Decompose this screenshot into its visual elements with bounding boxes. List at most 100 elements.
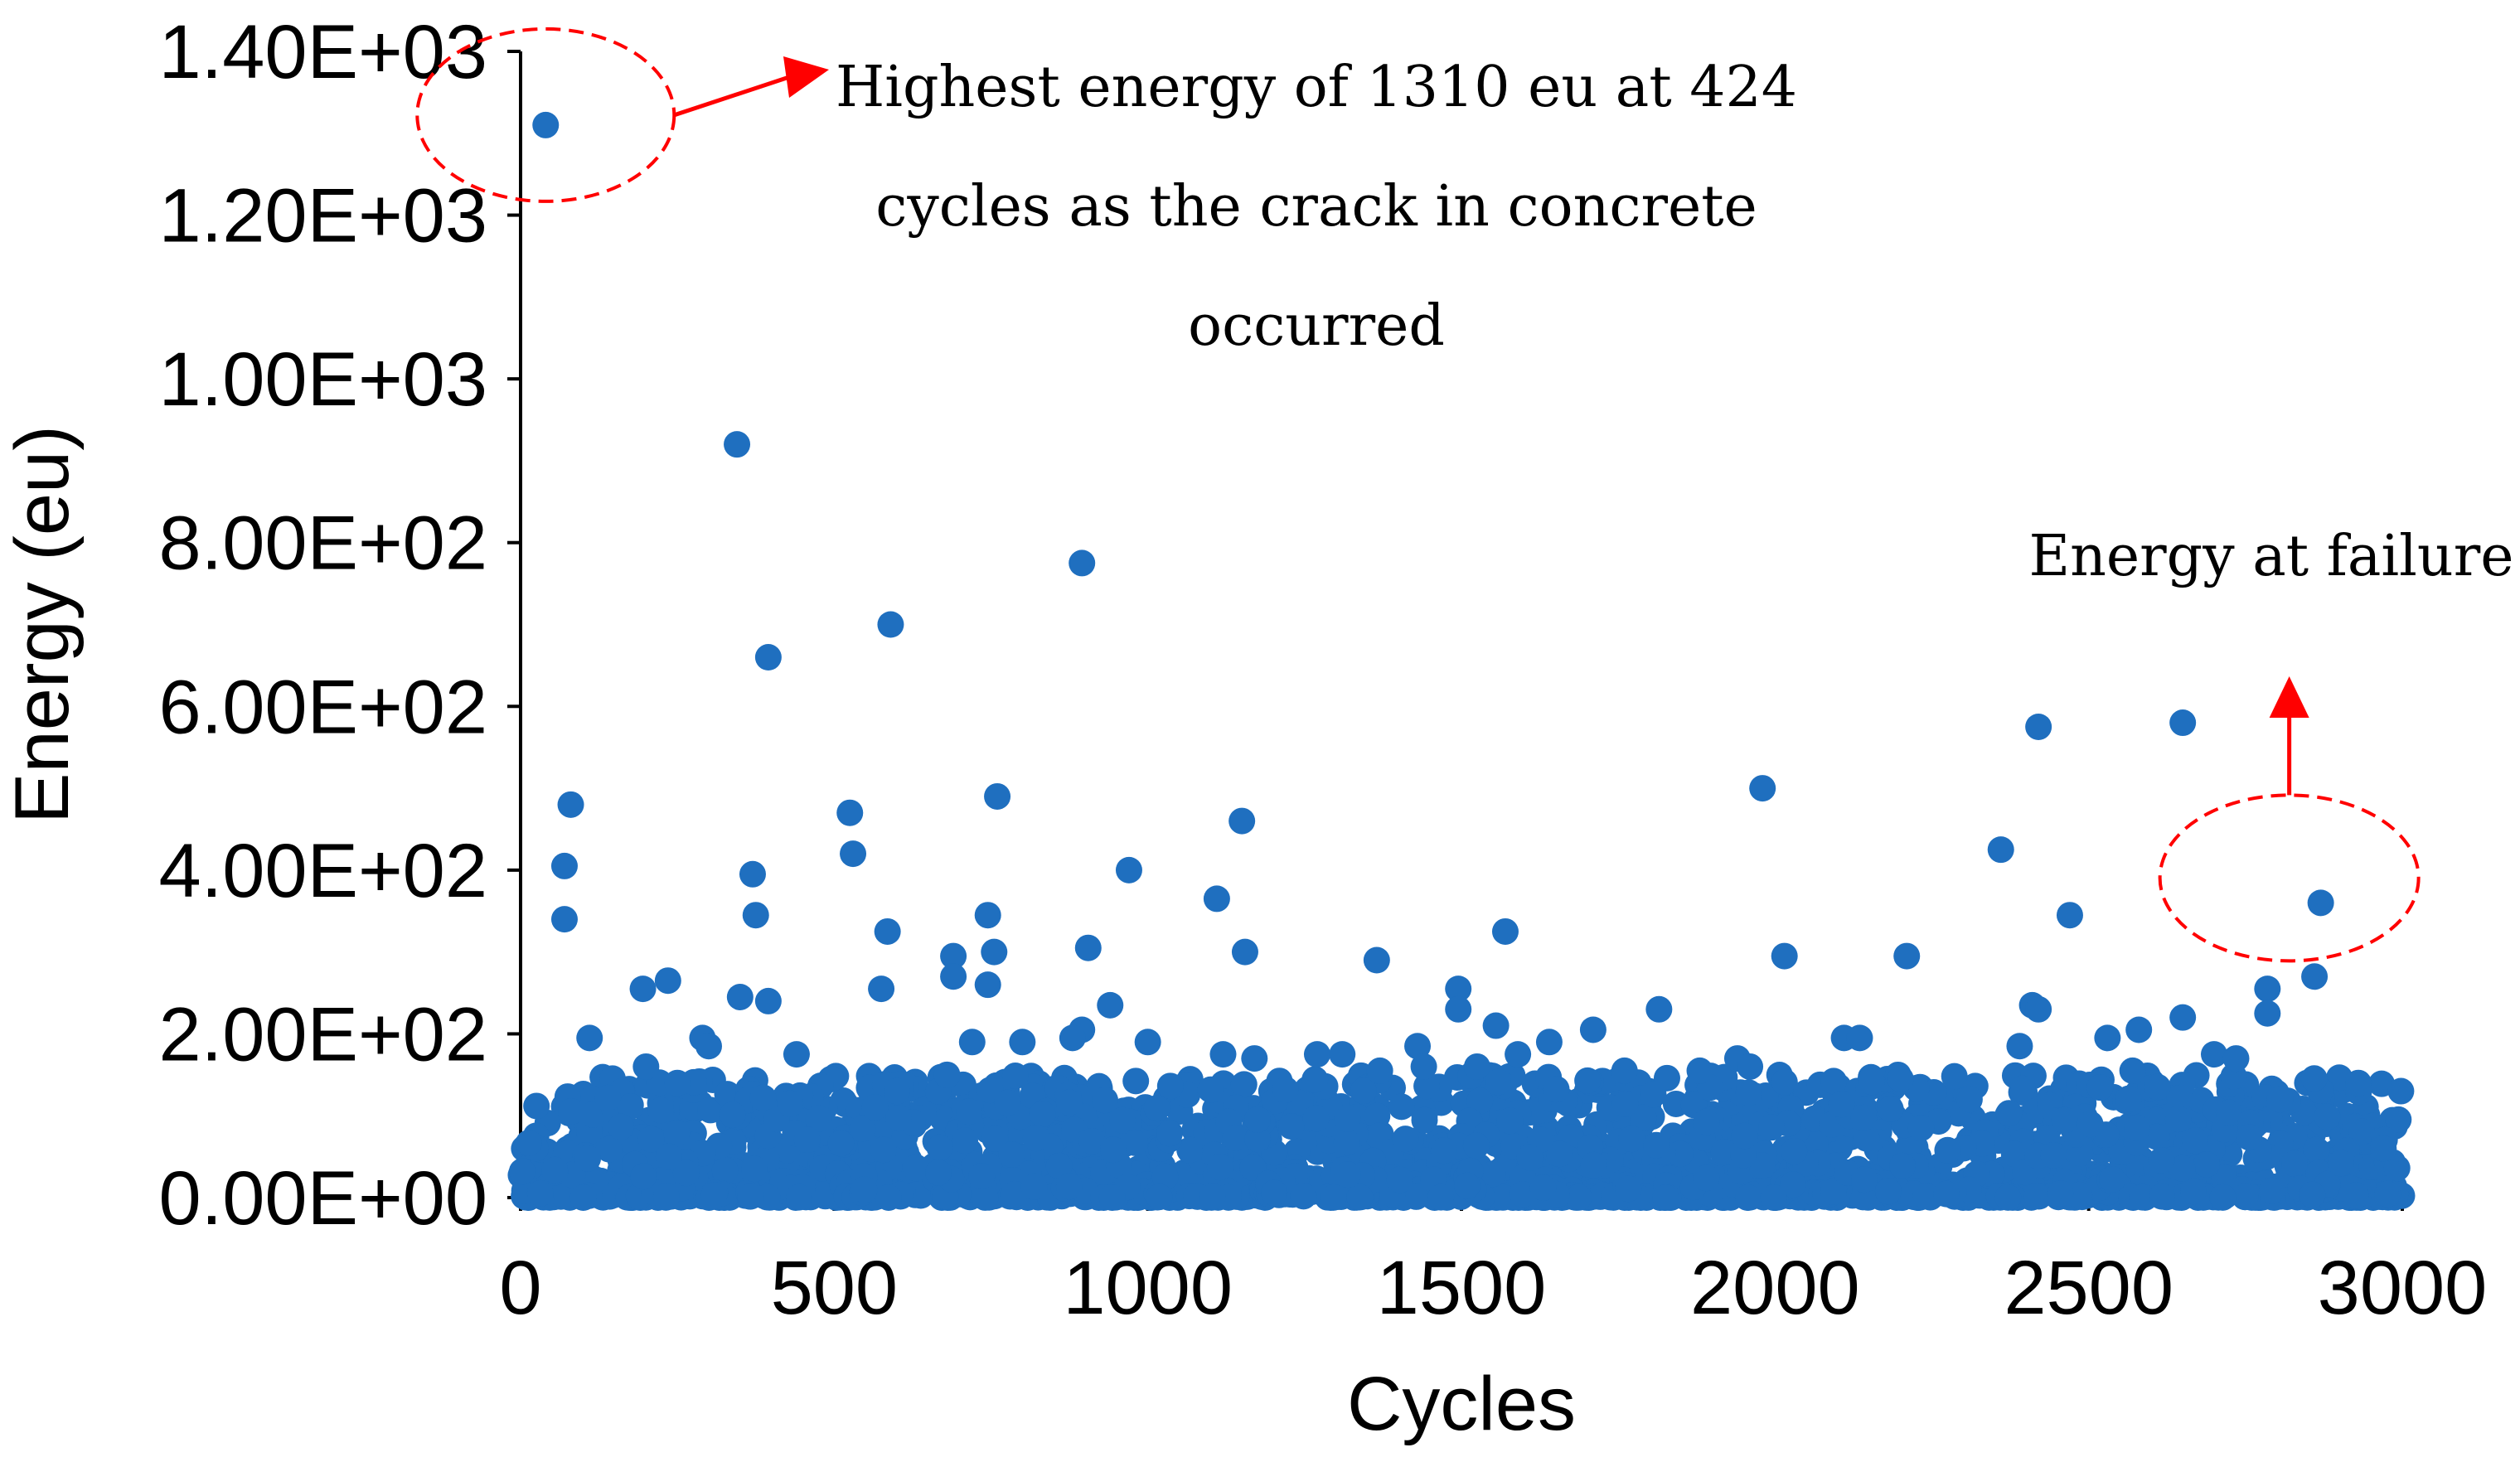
data-point	[739, 860, 766, 888]
data-point	[1115, 856, 1142, 883]
x-tick-label: 2500	[2004, 1246, 2174, 1330]
data-point-band	[1156, 1072, 1184, 1100]
annotations: Highest energy of 1310 eu at 424 cycles …	[415, 27, 2513, 963]
data-point-band	[1640, 1081, 1667, 1108]
data-point-band	[2166, 1084, 2193, 1111]
data-point-band	[785, 1184, 812, 1211]
data-point-band	[1853, 1125, 1880, 1152]
x-tick-label: 2000	[1690, 1246, 1860, 1330]
data-point-band	[1877, 1095, 1904, 1122]
data-point-band	[1462, 1132, 1490, 1159]
y-tick-label: 6.00E+02	[159, 665, 487, 749]
data-point-band	[700, 1182, 728, 1209]
data-point	[1645, 995, 1673, 1023]
x-axis: 0 500 1000 1500 2000 2500 3000	[499, 1196, 2487, 1330]
data-point-band	[1643, 1131, 1670, 1159]
peak-annotation-line-2: cycles as the crack in concrete	[875, 174, 1757, 240]
data-point-band	[827, 1130, 855, 1157]
y-tick-label: 2.00E+02	[159, 992, 487, 1077]
data-point-band	[968, 1163, 996, 1190]
x-tick-label: 500	[771, 1246, 899, 1330]
y-tick-label: 4.00E+02	[159, 829, 487, 913]
data-point-band	[1346, 1184, 1374, 1211]
data-point	[783, 1041, 810, 1068]
data-point	[1771, 942, 1798, 970]
y-axis: 0.00E+00 2.00E+02 4.00E+02 6.00E+02 8.00E+02…	[159, 10, 522, 1241]
peak-arrowhead	[783, 56, 829, 98]
data-point	[2222, 1045, 2250, 1072]
x-tick-label: 0	[499, 1246, 541, 1330]
data-point	[629, 975, 657, 1003]
data-point	[2025, 713, 2052, 740]
data-point-band	[1611, 1090, 1639, 1117]
data-point	[884, 1077, 910, 1105]
x-axis-title: Cycles	[1347, 1362, 1576, 1446]
data-point	[1686, 1057, 1713, 1084]
data-point-band	[1758, 1114, 1786, 1141]
data-point-band	[2385, 1106, 2412, 1133]
data-point-band	[749, 1084, 777, 1111]
data-point-band	[1022, 1125, 1049, 1152]
data-point-band	[1546, 1140, 1573, 1168]
data-point-band	[1427, 1184, 1455, 1211]
data-point-band	[719, 1101, 746, 1129]
data-point	[940, 942, 967, 970]
y-tick-label: 1.40E+03	[159, 10, 487, 94]
data-point-band	[925, 1159, 952, 1186]
data-point-band	[1430, 1137, 1457, 1164]
data-point	[868, 975, 895, 1003]
data-point-band	[1730, 1141, 1757, 1169]
data-point	[2144, 1073, 2171, 1101]
data-point-band	[2023, 1183, 2051, 1210]
data-point	[2056, 902, 2083, 929]
data-point-band	[2099, 1165, 2126, 1193]
data-point-band	[2193, 1150, 2220, 1178]
data-point	[1611, 1057, 1638, 1084]
data-point	[1445, 975, 1472, 1003]
data-point-band	[2303, 1136, 2330, 1164]
data-point-band	[637, 1126, 665, 1153]
data-point	[1491, 917, 1519, 945]
data-point-band	[1496, 1107, 1524, 1135]
data-point	[1209, 1041, 1237, 1068]
data-point	[1749, 775, 1776, 802]
data-point	[550, 852, 578, 879]
data-point	[2025, 995, 2052, 1023]
data-point-band	[2348, 1118, 2376, 1145]
data-point	[557, 791, 584, 818]
data-point-band	[1206, 1154, 1233, 1181]
data-point-band	[2232, 1184, 2259, 1211]
data-point-band	[1630, 1104, 1657, 1131]
data-point	[695, 1033, 722, 1060]
data-point-band	[1565, 1184, 1592, 1211]
data-point	[754, 987, 782, 1014]
data-point	[664, 1069, 691, 1096]
data-point-band	[1618, 1126, 1645, 1153]
failure-highlight-ellipse	[2158, 793, 2421, 963]
data-point-band	[1277, 1113, 1305, 1140]
data-point-band	[1828, 1091, 1855, 1118]
data-point-band	[1580, 1151, 1607, 1179]
data-point-band	[1907, 1115, 1935, 1142]
y-tick-label: 1.00E+03	[159, 337, 487, 422]
data-point	[1846, 1024, 1873, 1052]
data-point-band	[1453, 1172, 1480, 1199]
y-axis-title: Energy (eu)	[0, 425, 85, 824]
data-point-band	[1710, 1139, 1737, 1166]
data-point-band	[1302, 1105, 1330, 1132]
data-point-band	[1146, 1184, 1173, 1211]
data-point	[1074, 934, 1102, 961]
data-point	[2254, 975, 2281, 1003]
data-point-band	[1731, 1122, 1758, 1150]
data-point	[1203, 885, 1230, 913]
data-point-band	[1574, 1067, 1602, 1094]
data-point	[754, 644, 782, 671]
data-point	[742, 902, 769, 929]
data-point	[1329, 1041, 1356, 1068]
data-point-band	[2236, 1124, 2263, 1151]
data-point-band	[1143, 1095, 1170, 1122]
data-point-band	[1001, 1063, 1029, 1090]
data-point-band	[1091, 1087, 1118, 1114]
data-point-band	[994, 1089, 1021, 1116]
data-point-band	[1045, 1152, 1073, 1179]
